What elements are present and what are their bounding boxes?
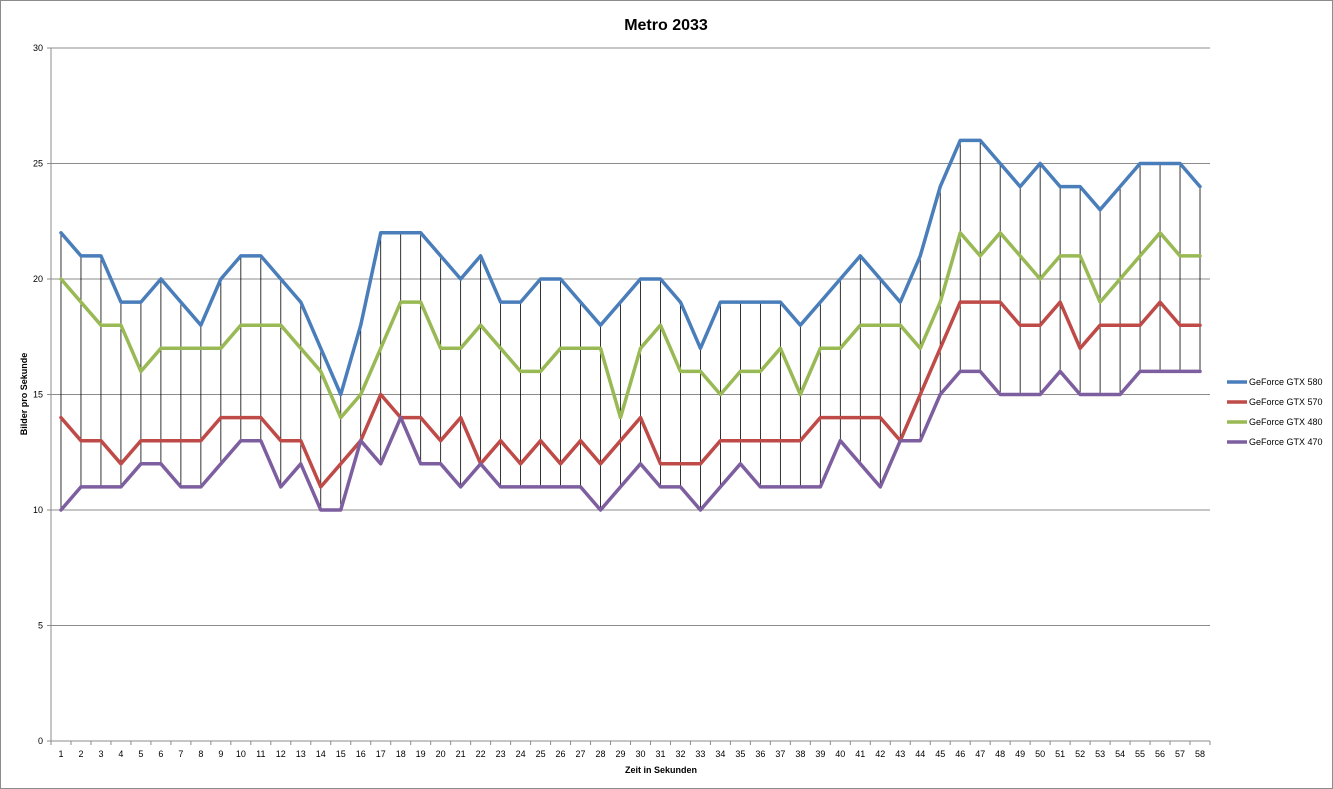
axes: [47, 47, 1211, 745]
y-tick-label-30: 30: [33, 43, 43, 53]
x-tick-label-38: 38: [795, 749, 805, 759]
x-tick-label-13: 13: [296, 749, 306, 759]
x-tick-label-52: 52: [1075, 749, 1085, 759]
x-tick-label-36: 36: [755, 749, 765, 759]
y-tick-label-0: 0: [38, 736, 43, 746]
series-line-2: [59, 300, 1202, 489]
x-tick-label-23: 23: [496, 749, 506, 759]
x-tick-label-54: 54: [1115, 749, 1125, 759]
x-tick-label-39: 39: [815, 749, 825, 759]
y-tick-label-10: 10: [33, 505, 43, 515]
chart-title: Metro 2033: [624, 17, 708, 34]
x-axis-label: Zeit in Sekunden: [625, 765, 697, 775]
x-tick-label-2: 2: [78, 749, 83, 759]
x-tick-label-40: 40: [835, 749, 845, 759]
x-tick-label-56: 56: [1155, 749, 1165, 759]
x-tick-label-15: 15: [336, 749, 346, 759]
x-tick-label-44: 44: [915, 749, 925, 759]
x-tick-label-24: 24: [516, 749, 526, 759]
x-tick-label-43: 43: [895, 749, 905, 759]
x-tick-label-22: 22: [476, 749, 486, 759]
x-tick-label-11: 11: [256, 749, 265, 759]
legend: GeForce GTX 580 GeForce GTX 570 GeForce GT…: [1227, 377, 1323, 447]
x-tick-label-47: 47: [975, 749, 985, 759]
x-tick-label-5: 5: [138, 749, 143, 759]
x-tick-label-17: 17: [376, 749, 386, 759]
x-tick-label-7: 7: [178, 749, 183, 759]
legend-label-1: GeForce GTX 580: [1249, 377, 1323, 387]
x-tick-label-32: 32: [675, 749, 685, 759]
series-line-1: [59, 138, 1202, 397]
x-tick-label-25: 25: [536, 749, 546, 759]
x-tick-label-41: 41: [855, 749, 865, 759]
x-tick-label-1: 1: [58, 749, 63, 759]
high-low-lines: [60, 140, 1201, 510]
y-tick-label-20: 20: [33, 274, 43, 284]
x-tick-label-31: 31: [655, 749, 665, 759]
series-lines: [59, 138, 1202, 512]
series-line-3: [59, 231, 1202, 420]
y-axis-label: Bilder pro Sekunde: [19, 353, 29, 436]
x-tick-label-16: 16: [356, 749, 366, 759]
gridlines: [51, 47, 1210, 626]
x-tick-label-50: 50: [1035, 749, 1045, 759]
x-tick-label-21: 21: [456, 749, 466, 759]
x-tick-label-18: 18: [396, 749, 406, 759]
y-tick-label-25: 25: [33, 159, 43, 169]
x-tick-label-4: 4: [118, 749, 123, 759]
x-tick-label-29: 29: [616, 749, 626, 759]
y-tick-label-5: 5: [38, 621, 43, 631]
x-tick-label-45: 45: [935, 749, 945, 759]
x-tick-label-51: 51: [1055, 749, 1065, 759]
x-tick-label-34: 34: [715, 749, 725, 759]
x-tick-label-35: 35: [735, 749, 745, 759]
legend-label-2: GeForce GTX 570: [1249, 397, 1323, 407]
x-tick-label-10: 10: [236, 749, 246, 759]
x-tick-label-19: 19: [416, 749, 426, 759]
x-tick-label-12: 12: [276, 749, 286, 759]
x-tick-label-37: 37: [775, 749, 785, 759]
x-tick-label-30: 30: [635, 749, 645, 759]
x-tick-label-42: 42: [875, 749, 885, 759]
x-tick-label-9: 9: [218, 749, 223, 759]
x-tick-label-46: 46: [955, 749, 965, 759]
x-tick-label-57: 57: [1175, 749, 1185, 759]
x-tick-label-28: 28: [596, 749, 606, 759]
y-tick-label-15: 15: [33, 390, 43, 400]
x-tick-label-20: 20: [436, 749, 446, 759]
x-tick-label-53: 53: [1095, 749, 1105, 759]
x-tick-label-26: 26: [556, 749, 566, 759]
x-tick-label-58: 58: [1195, 749, 1205, 759]
x-tick-label-48: 48: [995, 749, 1005, 759]
legend-label-3: GeForce GTX 480: [1249, 417, 1323, 427]
x-tick-label-27: 27: [576, 749, 586, 759]
legend-label-4: GeForce GTX 470: [1249, 437, 1323, 447]
x-tick-label-55: 55: [1135, 749, 1145, 759]
x-tick-label-3: 3: [98, 749, 103, 759]
x-tick-label-14: 14: [316, 749, 326, 759]
x-tick-label-8: 8: [198, 749, 203, 759]
x-tick-label-33: 33: [695, 749, 705, 759]
x-tick-label-49: 49: [1015, 749, 1025, 759]
x-tick-label-6: 6: [158, 749, 163, 759]
series-line-4: [59, 369, 1202, 512]
